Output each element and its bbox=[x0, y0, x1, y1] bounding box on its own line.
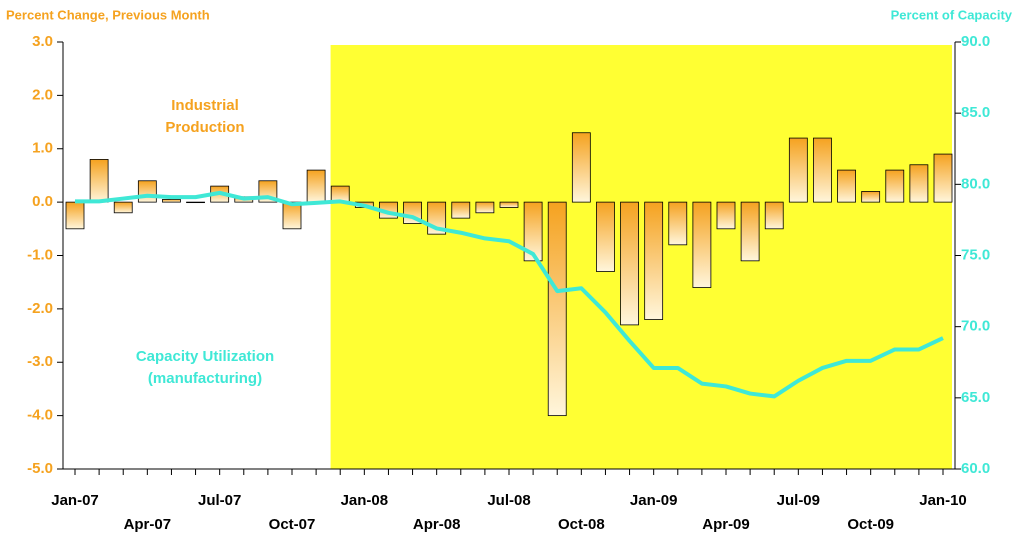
x-tick-label: Apr-08 bbox=[413, 516, 461, 533]
y2-tick-label: 65.0 bbox=[961, 389, 990, 406]
y-tick-label: 0.0 bbox=[32, 193, 53, 210]
y2-tick-label: 75.0 bbox=[961, 246, 990, 263]
bar bbox=[523, 201, 543, 262]
y2-tick-label: 90.0 bbox=[961, 33, 990, 50]
bar bbox=[620, 201, 639, 326]
bar bbox=[716, 201, 736, 230]
y2-tick-label: 85.0 bbox=[961, 104, 990, 121]
x-tick-label: Jan-10 bbox=[919, 492, 967, 509]
annotation: (manufacturing) bbox=[148, 370, 262, 387]
bar bbox=[644, 201, 664, 320]
bar bbox=[137, 180, 157, 203]
bar bbox=[571, 132, 591, 203]
bar bbox=[451, 201, 471, 219]
y2-tick-label: 80.0 bbox=[961, 175, 990, 192]
y-tick-label: -4.0 bbox=[27, 407, 53, 424]
bar bbox=[475, 201, 495, 214]
y-tick-label: 2.0 bbox=[32, 86, 53, 103]
bar bbox=[909, 164, 929, 203]
y-tick-label: -1.0 bbox=[27, 246, 53, 263]
bar bbox=[692, 201, 712, 288]
y-tick-label: -5.0 bbox=[27, 460, 53, 477]
y-tick-label: 3.0 bbox=[32, 33, 53, 50]
x-tick-label: Oct-08 bbox=[558, 516, 605, 533]
bar bbox=[740, 201, 760, 262]
x-tick-label: Jul-08 bbox=[487, 492, 530, 509]
line bbox=[75, 190, 944, 399]
annotation: Capacity Utilization bbox=[136, 348, 274, 365]
bar bbox=[933, 153, 953, 203]
bar bbox=[499, 201, 519, 208]
bar bbox=[306, 169, 326, 203]
bar bbox=[764, 201, 784, 230]
y-axis-title: Percent Change, Previous Month bbox=[6, 7, 210, 22]
x-tick-label: Apr-09 bbox=[702, 516, 750, 533]
y2-axis-title: Percent of Capacity bbox=[891, 7, 1013, 22]
bar bbox=[162, 199, 181, 203]
x-tick-label: Apr-07 bbox=[124, 516, 172, 533]
x-tick-label: Jul-09 bbox=[777, 492, 820, 509]
bar bbox=[885, 169, 905, 203]
bar bbox=[186, 201, 205, 204]
y2-tick-label: 60.0 bbox=[961, 460, 990, 477]
x-tick-label: Jan-07 bbox=[51, 492, 99, 509]
bar bbox=[89, 159, 109, 203]
x-tick-label: Oct-09 bbox=[847, 516, 894, 533]
bar bbox=[113, 201, 133, 214]
bar bbox=[282, 201, 302, 230]
bar bbox=[788, 137, 808, 203]
y-tick-label: 1.0 bbox=[32, 140, 53, 157]
bar bbox=[668, 201, 688, 246]
x-tick-label: Oct-07 bbox=[269, 516, 316, 533]
bar bbox=[65, 201, 85, 230]
y-tick-label: -3.0 bbox=[27, 353, 53, 370]
bar bbox=[813, 137, 832, 203]
x-tick-label: Jan-08 bbox=[341, 492, 389, 509]
annotation: Production bbox=[165, 119, 244, 136]
bar bbox=[837, 169, 856, 203]
y2-tick-label: 70.0 bbox=[961, 318, 990, 335]
shaded-region bbox=[330, 45, 953, 469]
bar bbox=[861, 191, 881, 203]
bar bbox=[547, 201, 567, 417]
annotation: Industrial bbox=[171, 97, 239, 114]
x-tick-label: Jan-09 bbox=[630, 492, 678, 509]
bar bbox=[596, 201, 615, 272]
y-tick-label: -2.0 bbox=[27, 300, 53, 317]
x-tick-label: Jul-07 bbox=[198, 492, 241, 509]
